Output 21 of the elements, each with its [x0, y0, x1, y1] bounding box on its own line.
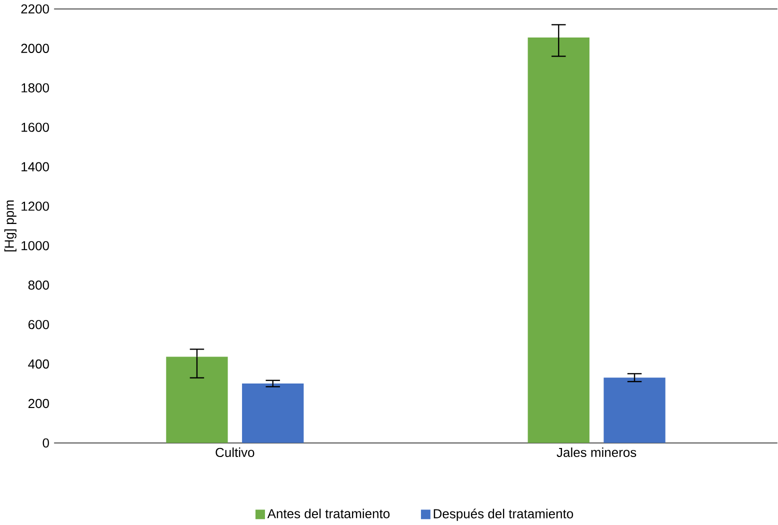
y-tick-label: 1000 [22, 241, 49, 250]
x-tick-label: Cultivo [216, 448, 254, 458]
y-tick-label: 600 [28, 320, 49, 330]
y-tick-label: 0 [42, 438, 49, 448]
y-tick-label: 800 [28, 280, 49, 290]
y-tick-label: 2000 [21, 44, 49, 54]
bar [528, 38, 590, 443]
y-tick-label: 200 [28, 398, 49, 408]
legend-label: Antes del tratamiento [267, 508, 390, 518]
y-tick-label: 2200 [21, 4, 49, 14]
y-axis-title: [Hg] ppm [4, 200, 16, 252]
y-tick-label: 1800 [22, 83, 49, 92]
y-tick-label: 1200 [22, 202, 49, 211]
legend-label: Después del tratamiento [434, 508, 574, 521]
y-tick-label: 1400 [22, 162, 49, 172]
y-tick-label: 400 [28, 359, 49, 369]
x-tick-label: Jales mineros [556, 448, 636, 458]
bar [604, 378, 666, 443]
bar [166, 356, 228, 443]
y-tick-label: 1600 [22, 122, 49, 132]
bar [242, 384, 304, 443]
